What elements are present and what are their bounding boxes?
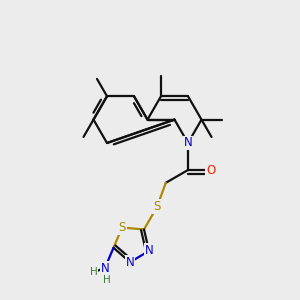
Text: H: H <box>103 275 111 285</box>
Text: N: N <box>145 244 153 257</box>
Text: O: O <box>206 164 216 176</box>
Text: S: S <box>153 200 161 213</box>
Text: S: S <box>118 221 126 234</box>
Text: N: N <box>184 136 192 149</box>
Text: N: N <box>126 256 134 269</box>
Text: H: H <box>90 267 98 277</box>
Text: N: N <box>100 262 109 275</box>
